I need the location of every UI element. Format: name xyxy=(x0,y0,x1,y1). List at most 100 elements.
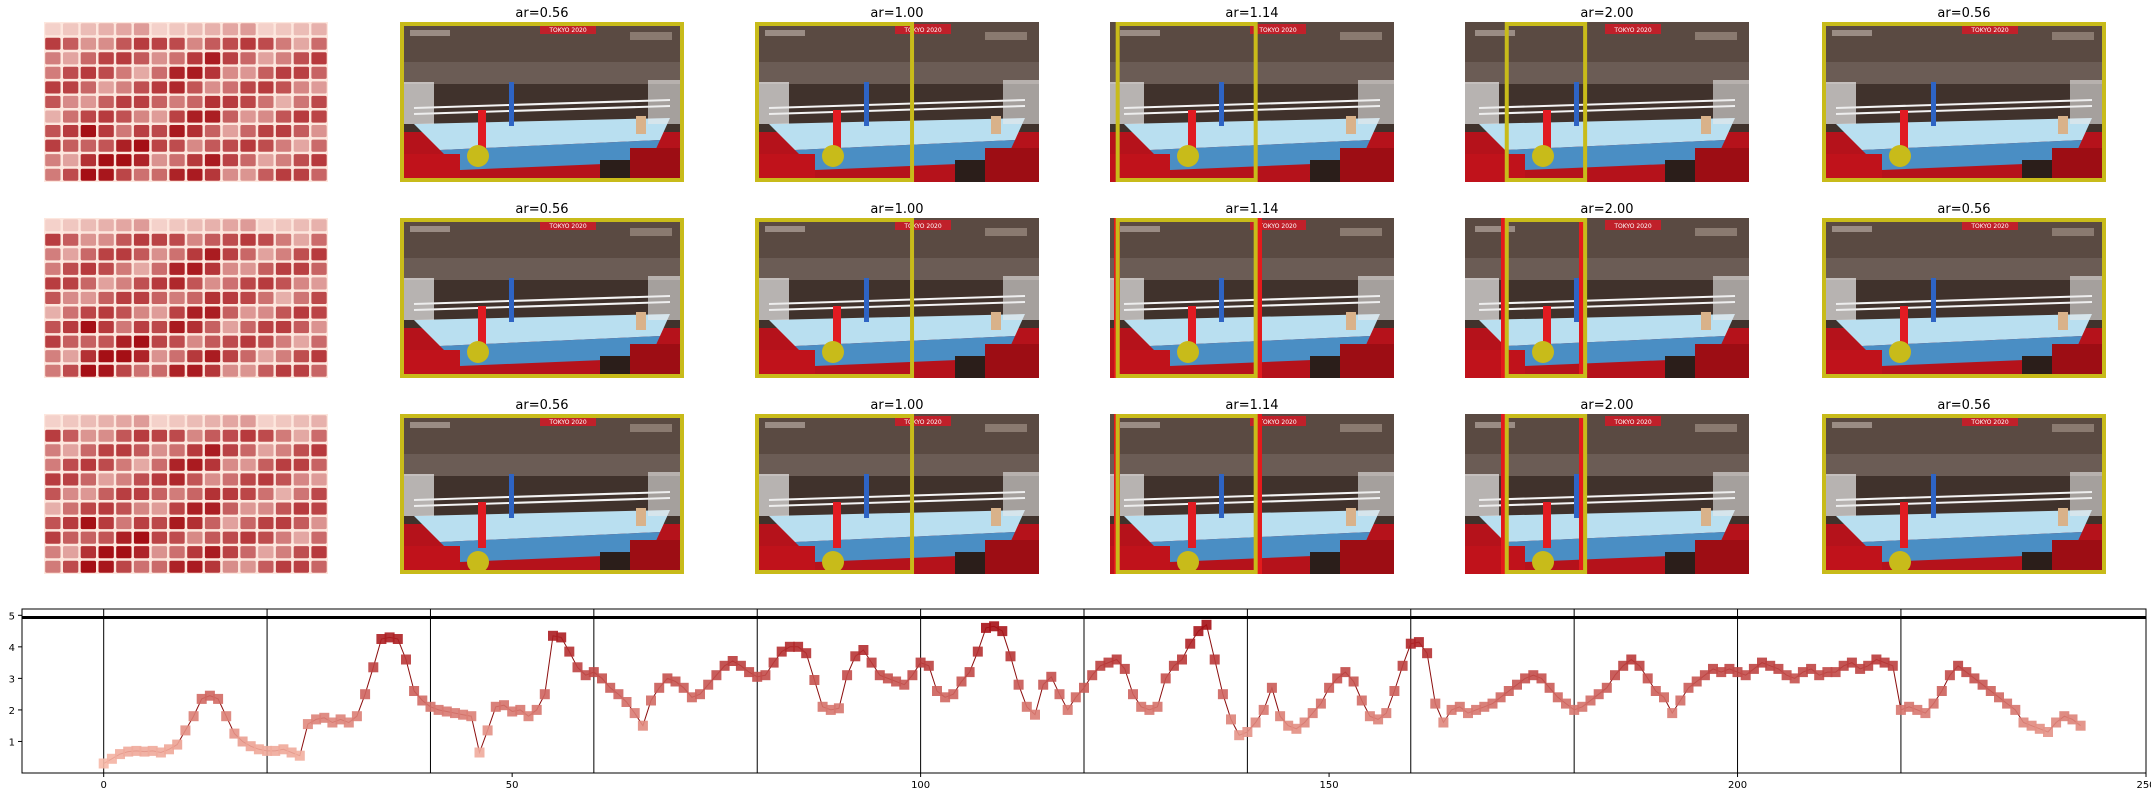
x-tick-label: 150 xyxy=(1320,780,1339,791)
heatmap-cell xyxy=(204,429,221,442)
heatmap-cell xyxy=(169,502,185,515)
heatmap-cell xyxy=(45,473,61,486)
data-point-marker xyxy=(1234,730,1245,741)
heatmap-cell xyxy=(293,233,309,246)
frame-panel: ar=0.56 TOKYO 2020 xyxy=(1821,398,2107,575)
heatmap-cell xyxy=(187,37,203,50)
data-point-marker xyxy=(1381,708,1392,719)
heatmap-cell xyxy=(63,219,79,232)
heatmap-cell xyxy=(98,335,114,348)
heatmap-cell xyxy=(169,321,185,334)
data-point-marker xyxy=(1430,698,1441,709)
heatmap-cell xyxy=(63,364,79,377)
data-point-marker xyxy=(719,660,730,671)
data-point-marker xyxy=(1626,654,1637,665)
heatmap-cell xyxy=(258,291,274,304)
crop-bbox xyxy=(1822,22,2106,182)
crop-bbox xyxy=(755,22,915,182)
heatmap-cell xyxy=(151,81,167,94)
data-point-marker xyxy=(1103,657,1114,668)
heatmap-cell xyxy=(187,95,203,108)
heatmap-cell xyxy=(151,560,167,573)
heatmap-cell xyxy=(116,248,132,261)
panel-title: ar=1.14 xyxy=(1225,202,1278,217)
heatmap-cell xyxy=(151,415,167,428)
heatmap-cell xyxy=(116,66,132,79)
heatmap-cell xyxy=(80,23,96,36)
data-point-marker xyxy=(164,744,174,755)
data-point-marker xyxy=(727,656,738,666)
heatmap-cell xyxy=(311,415,327,428)
heatmap-cell xyxy=(275,321,292,334)
data-point-marker xyxy=(997,626,1008,637)
data-point-marker xyxy=(1348,676,1359,687)
panel-title: ar=2.00 xyxy=(1580,202,1633,217)
heatmap-cell xyxy=(275,262,292,275)
panel-title: ar=0.56 xyxy=(515,398,568,413)
data-point-marker xyxy=(1144,704,1155,715)
heatmap-cell xyxy=(151,66,167,79)
heatmap-cell xyxy=(116,415,132,428)
heatmap-cell xyxy=(45,306,61,319)
heatmap-cell xyxy=(275,306,292,319)
data-point-marker xyxy=(1283,720,1294,731)
heatmap-cell xyxy=(293,66,309,79)
heatmap-cell xyxy=(116,473,132,486)
frame-panel: ar=1.00 TOKYO 2020 xyxy=(754,202,1040,379)
photo-banner-text: TOKYO 2020 xyxy=(903,27,942,34)
heatmap-cell xyxy=(63,66,79,79)
heatmap-cell xyxy=(204,444,221,457)
heatmap-cell xyxy=(80,95,96,108)
data-point-marker xyxy=(131,745,142,756)
heatmap-cell xyxy=(258,139,274,152)
heatmap-cell xyxy=(169,531,185,544)
data-point-marker xyxy=(1258,704,1269,715)
heatmap-cell xyxy=(240,125,256,138)
data-point-marker xyxy=(1863,660,1874,671)
heatmap-cell xyxy=(151,335,167,348)
heatmap-cell xyxy=(116,487,132,500)
heatmap-cell xyxy=(311,52,327,65)
heatmap-cell xyxy=(275,487,292,500)
data-point-marker xyxy=(2051,717,2062,728)
heatmap-cell xyxy=(63,560,79,573)
heatmap-cell xyxy=(258,168,274,181)
heatmap-panel xyxy=(44,22,328,182)
heatmap-cell xyxy=(63,248,79,261)
heatmap-cell xyxy=(98,364,114,377)
heatmap-cell xyxy=(169,52,185,65)
data-point-marker xyxy=(1740,670,1751,681)
panel-title: ar=0.56 xyxy=(1937,398,1990,413)
heatmap-cell xyxy=(222,487,238,500)
data-point-marker xyxy=(425,701,436,712)
data-point-marker xyxy=(2026,720,2037,731)
data-point-marker xyxy=(923,660,934,671)
heatmap-cell xyxy=(311,66,327,79)
data-point-marker xyxy=(1879,657,1890,668)
heatmap-cell xyxy=(293,473,309,486)
heatmap-cell xyxy=(240,23,256,36)
data-point-marker xyxy=(1389,686,1400,696)
heatmap-cell xyxy=(204,125,221,138)
data-point-marker xyxy=(956,676,967,687)
heatmap-cell xyxy=(240,415,256,428)
heatmap-cell xyxy=(258,66,274,79)
heatmap-cell xyxy=(204,546,221,559)
heatmap-cell xyxy=(80,415,96,428)
heatmap-cell xyxy=(204,248,221,261)
photo-banner-text: TOKYO 2020 xyxy=(1970,419,2009,426)
heatmap-cell xyxy=(222,139,238,152)
data-point-marker xyxy=(964,667,975,678)
heatmap-cell xyxy=(222,444,238,457)
data-point-marker xyxy=(1397,660,1408,671)
data-point-marker xyxy=(1217,689,1228,700)
heatmap-cell xyxy=(45,429,61,442)
photo-banner-text: TOKYO 2020 xyxy=(548,419,587,426)
heatmap-cell xyxy=(45,444,61,457)
heatmap-cell xyxy=(240,168,256,181)
heatmap-cell xyxy=(222,364,238,377)
heatmap-cell xyxy=(275,168,292,181)
heatmap-cell xyxy=(169,125,185,138)
heatmap-cell xyxy=(293,168,309,181)
heatmap-cell xyxy=(151,444,167,457)
